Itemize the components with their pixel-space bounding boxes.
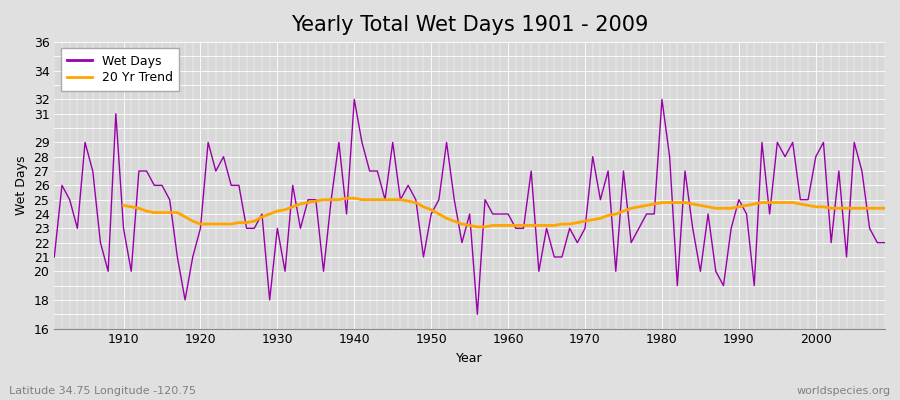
Wet Days [518,226,529,231]
20 Yr Trend [472,224,482,229]
X-axis label: Year: Year [456,352,483,365]
Y-axis label: Wet Days: Wet Days [15,156,28,215]
20 Yr Trend [879,206,890,211]
20 Yr Trend [118,203,129,208]
20 Yr Trend [295,202,306,206]
20 Yr Trend [588,217,598,222]
Wet Days [610,269,621,274]
20 Yr Trend [857,206,868,211]
Wet Days [49,254,59,259]
Text: worldspecies.org: worldspecies.org [796,386,891,396]
Wet Days [510,226,521,231]
20 Yr Trend [265,212,275,216]
Line: Wet Days: Wet Days [54,100,885,314]
20 Yr Trend [833,206,844,211]
Wet Days [349,97,360,102]
Wet Days [280,269,291,274]
Legend: Wet Days, 20 Yr Trend: Wet Days, 20 Yr Trend [60,48,179,91]
Wet Days [472,312,482,317]
Line: 20 Yr Trend: 20 Yr Trend [123,198,885,227]
Title: Yearly Total Wet Days 1901 - 2009: Yearly Total Wet Days 1901 - 2009 [291,15,648,35]
20 Yr Trend [526,223,536,228]
Wet Days [326,197,337,202]
Wet Days [879,240,890,245]
Text: Latitude 34.75 Longitude -120.75: Latitude 34.75 Longitude -120.75 [9,386,196,396]
Wet Days [111,111,122,116]
20 Yr Trend [341,196,352,201]
